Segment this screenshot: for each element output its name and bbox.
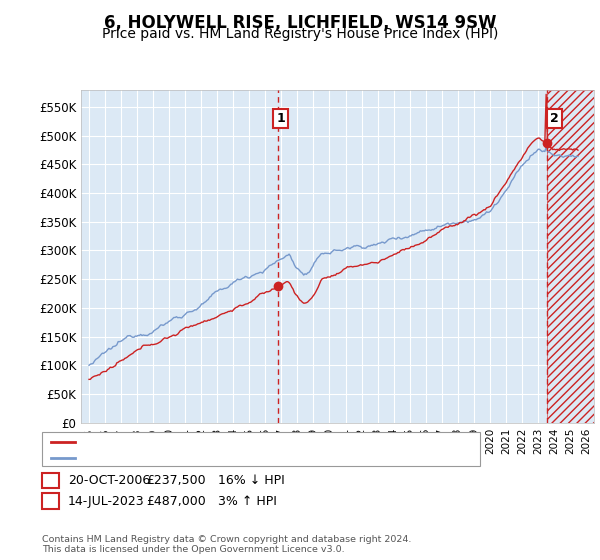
Text: 3% ↑ HPI: 3% ↑ HPI bbox=[218, 494, 277, 508]
Text: 16% ↓ HPI: 16% ↓ HPI bbox=[218, 474, 284, 487]
Text: 1: 1 bbox=[46, 474, 55, 487]
Text: 14-JUL-2023: 14-JUL-2023 bbox=[68, 494, 145, 508]
Text: Price paid vs. HM Land Registry's House Price Index (HPI): Price paid vs. HM Land Registry's House … bbox=[102, 27, 498, 41]
Text: £487,000: £487,000 bbox=[146, 494, 206, 508]
Text: 1: 1 bbox=[276, 112, 285, 125]
Text: Contains HM Land Registry data © Crown copyright and database right 2024.
This d: Contains HM Land Registry data © Crown c… bbox=[42, 535, 412, 554]
Text: 6, HOLYWELL RISE, LICHFIELD, WS14 9SW (detached house): 6, HOLYWELL RISE, LICHFIELD, WS14 9SW (d… bbox=[79, 437, 415, 447]
Text: 2: 2 bbox=[550, 112, 559, 125]
Text: £237,500: £237,500 bbox=[146, 474, 205, 487]
Text: 2: 2 bbox=[46, 494, 55, 508]
Text: 20-OCT-2006: 20-OCT-2006 bbox=[68, 474, 150, 487]
Bar bbox=[547, 90, 594, 423]
Text: HPI: Average price, detached house, Lichfield: HPI: Average price, detached house, Lich… bbox=[79, 452, 332, 463]
Text: 6, HOLYWELL RISE, LICHFIELD, WS14 9SW: 6, HOLYWELL RISE, LICHFIELD, WS14 9SW bbox=[104, 14, 496, 32]
